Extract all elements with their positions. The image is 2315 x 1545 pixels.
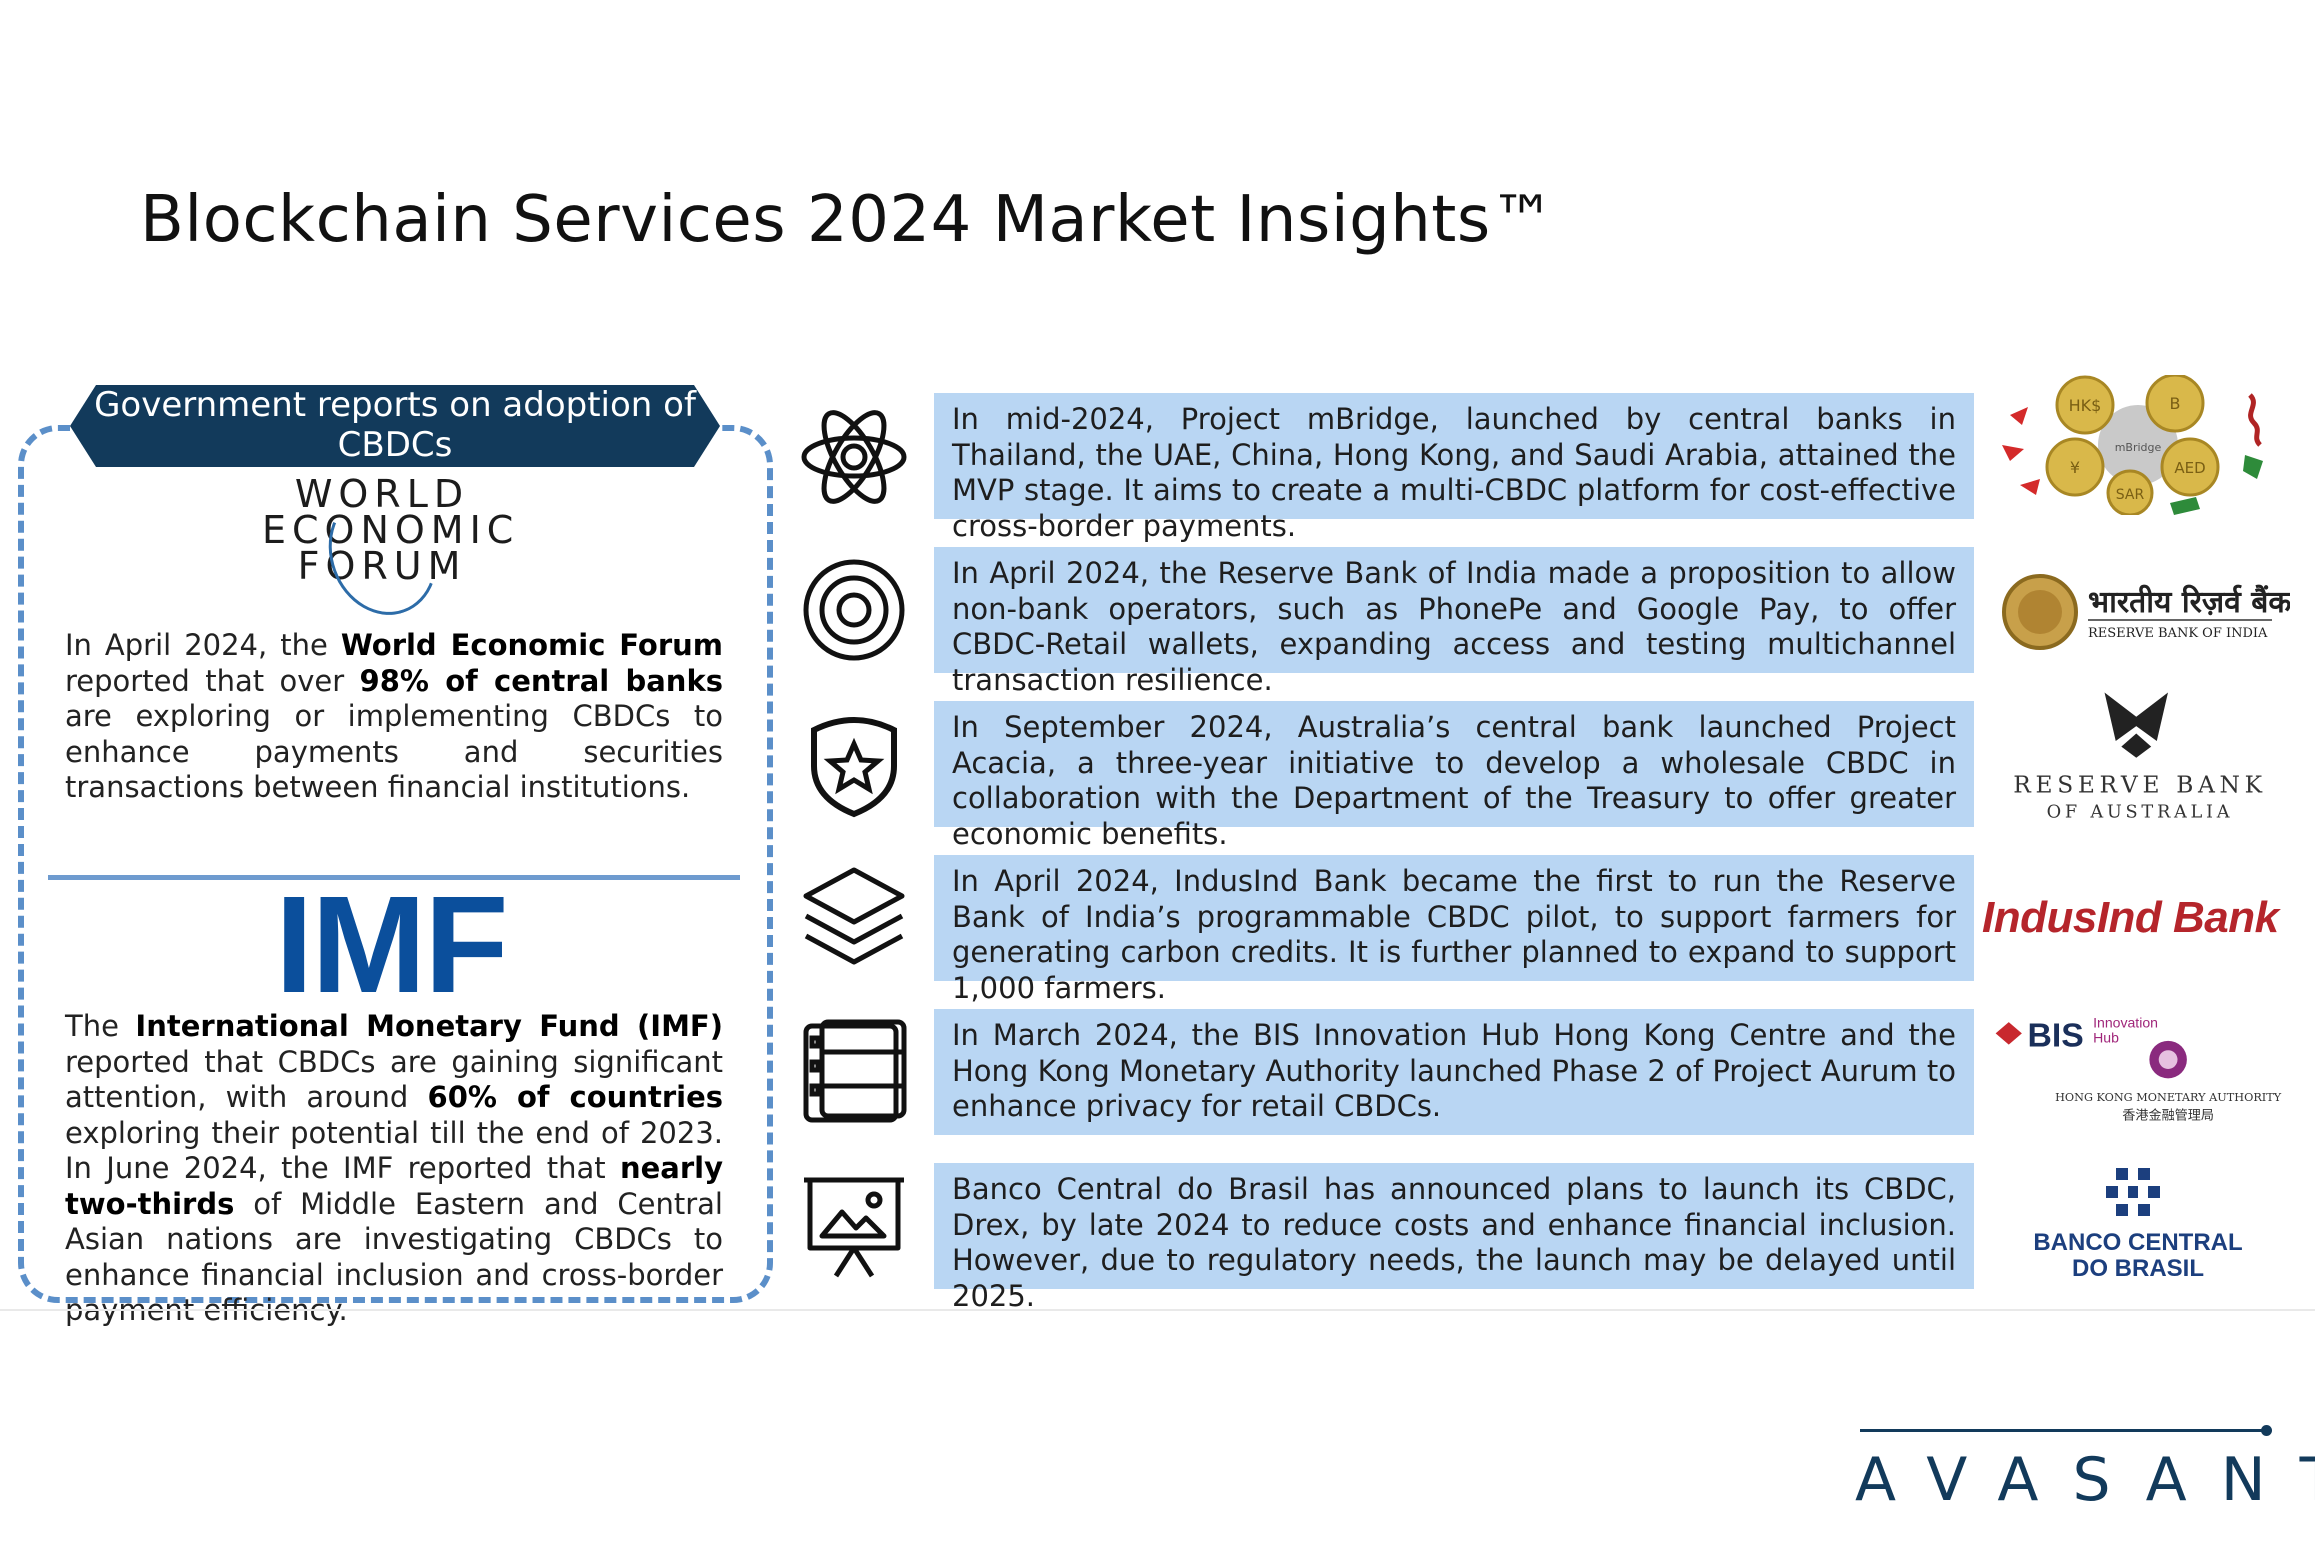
atom-icon xyxy=(801,410,907,504)
rba-name-line1: RESERVE BANK xyxy=(2013,770,2266,798)
coin-label: mBridge xyxy=(2115,441,2162,454)
bis-innovation-label: Innovation xyxy=(2093,1015,2158,1031)
insight-row-aurum: In March 2024, the BIS Innovation Hub Ho… xyxy=(934,1009,1974,1135)
shield-star-icon xyxy=(811,717,897,818)
film-icon xyxy=(803,1019,907,1123)
avasant-brand-dot xyxy=(2261,1425,2272,1436)
wef-logo-line: ECONOMIC xyxy=(262,508,520,552)
insight-row-mbridge: In mid-2024, Project mBridge, launched b… xyxy=(934,393,1974,543)
rba-name-line2: OF AUSTRALIA xyxy=(2047,803,2234,823)
coin-label: AED xyxy=(2174,459,2205,477)
bis-hkma-logo: BIS Innovation Hub HONG KONG MONETARY AU… xyxy=(1995,1015,2282,1124)
rbi-hindi-name: भारतीय रिज़र्व बैंक xyxy=(2088,584,2290,620)
insight-row-indusind: In April 2024, IndusInd Bank became the … xyxy=(934,855,1974,1005)
rba-logo: RESERVE BANK OF AUSTRALIA xyxy=(2013,692,2266,823)
hkma-name-english: HONG KONG MONETARY AUTHORITY xyxy=(2055,1091,2282,1104)
avasant-brand-line xyxy=(1860,1429,2265,1432)
bcb-name-line1: BANCO CENTRAL xyxy=(2033,1229,2242,1256)
target-icon xyxy=(803,559,905,661)
wef-report-paragraph: In April 2024, the World Economic Forum … xyxy=(65,628,723,804)
presentation-icon xyxy=(804,1177,904,1278)
coin-label: ¥ xyxy=(2070,458,2080,477)
rbi-english-name: RESERVE BANK OF INDIA xyxy=(2088,626,2268,641)
bis-hub-label: Hub xyxy=(2093,1030,2119,1046)
rbi-logo: भारतीय रिज़र्व बैंक RESERVE BANK OF INDI… xyxy=(2002,574,2290,650)
bottom-rule xyxy=(0,1309,2315,1311)
layers-icon xyxy=(803,867,905,965)
bcb-name-line2: DO BRASIL xyxy=(2072,1255,2204,1282)
government-reports-banner: Government reports on adoption of CBDCs xyxy=(70,385,720,467)
mbridge-coins-logo: HK$ B ¥ AED SAR mBridge xyxy=(2002,375,2263,515)
indusind-logo: IndusInd Bank xyxy=(1982,893,2279,942)
bis-name: BIS xyxy=(2028,1016,2084,1054)
section-divider xyxy=(48,875,740,880)
insight-row-drex: Banco Central do Brasil has announced pl… xyxy=(934,1163,1974,1313)
mbridge-coin-cluster: HK$ B ¥ AED SAR mBridge xyxy=(2002,375,2263,515)
bcb-logo: BANCO CENTRAL DO BRASIL xyxy=(2033,1168,2243,1282)
wef-logo-line: FORUM xyxy=(297,544,467,588)
coin-label: B xyxy=(2170,394,2181,413)
insight-row-rbi: In April 2024, the Reserve Bank of India… xyxy=(934,547,1974,697)
hkma-name-chinese: 香港金融管理局 xyxy=(2122,1108,2214,1124)
wef-logo-line: WORLD xyxy=(294,472,470,516)
coin-label: HK$ xyxy=(2069,396,2102,415)
insight-row-acacia: In September 2024, Australia’s central b… xyxy=(934,701,1974,851)
page-title: Blockchain Services 2024 Market Insights… xyxy=(140,183,1556,257)
coin-label: SAR xyxy=(2116,487,2145,503)
imf-logo: IMF xyxy=(275,868,509,1022)
world-economic-forum-logo: WORLD ECONOMIC FORUM xyxy=(262,472,520,631)
imf-report-paragraph: The International Monetary Fund (IMF) re… xyxy=(65,1009,724,1327)
avasant-logo: AVASANT xyxy=(1855,1445,2315,1515)
